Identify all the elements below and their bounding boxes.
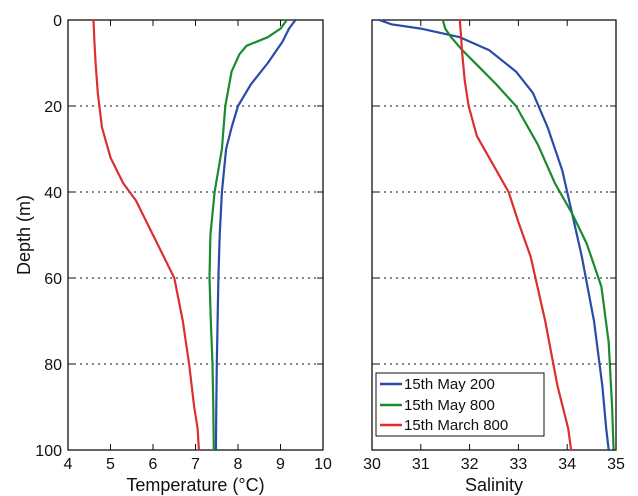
salinity-ticks: 30 31 32 33 34 35 xyxy=(363,19,625,473)
legend-box xyxy=(375,372,545,437)
salinity-panel: 30 31 32 33 34 35 Salinity 15th May 200 15th … xyxy=(363,18,625,495)
series-line-salinity-0 xyxy=(378,18,610,452)
x-tick-label: 30 xyxy=(363,456,381,473)
salinity-x-axis-title: Salinity xyxy=(465,475,523,495)
x-tick-label: 31 xyxy=(412,456,430,473)
series-line-salinity-2 xyxy=(458,18,573,452)
y-tick-label: 80 xyxy=(44,357,62,374)
series-line-temperature-1 xyxy=(208,18,288,452)
x-tick-label: 10 xyxy=(314,456,332,473)
x-tick-label: 5 xyxy=(106,456,115,473)
x-tick-label: 9 xyxy=(276,456,285,473)
temperature-plot-frame xyxy=(67,19,324,451)
legend-label-march-800: 15th March 800 xyxy=(404,417,508,434)
salinity-series xyxy=(378,18,615,452)
legend-label-may-200: 15th May 200 xyxy=(404,376,495,393)
series-line-salinity-1 xyxy=(441,18,615,452)
x-tick-label: 35 xyxy=(607,456,625,473)
depth-y-axis-title: Depth (m) xyxy=(14,195,34,275)
temperature-series xyxy=(92,18,297,452)
y-tick-label: 0 xyxy=(53,13,62,30)
y-tick-label: 40 xyxy=(44,185,62,202)
salinity-gridlines xyxy=(372,105,616,365)
x-tick-label: 8 xyxy=(234,456,243,473)
legend-label-may-800: 15th May 800 xyxy=(404,397,495,414)
temperature-gridlines xyxy=(68,105,323,365)
series-line-temperature-0 xyxy=(214,18,297,452)
y-tick-label: 100 xyxy=(35,443,62,460)
y-tick-label: 60 xyxy=(44,271,62,288)
x-tick-label: 32 xyxy=(461,456,479,473)
x-tick-label: 33 xyxy=(510,456,528,473)
series-line-temperature-2 xyxy=(92,18,200,452)
x-tick-label: 7 xyxy=(191,456,200,473)
x-tick-label: 34 xyxy=(558,456,576,473)
x-tick-label: 4 xyxy=(64,456,73,473)
y-tick-label: 20 xyxy=(44,99,62,116)
x-tick-label: 6 xyxy=(149,456,158,473)
legend: 15th May 200 15th May 800 15th March 800 xyxy=(375,372,545,437)
temperature-x-axis-title: Temperature (°C) xyxy=(126,475,264,495)
